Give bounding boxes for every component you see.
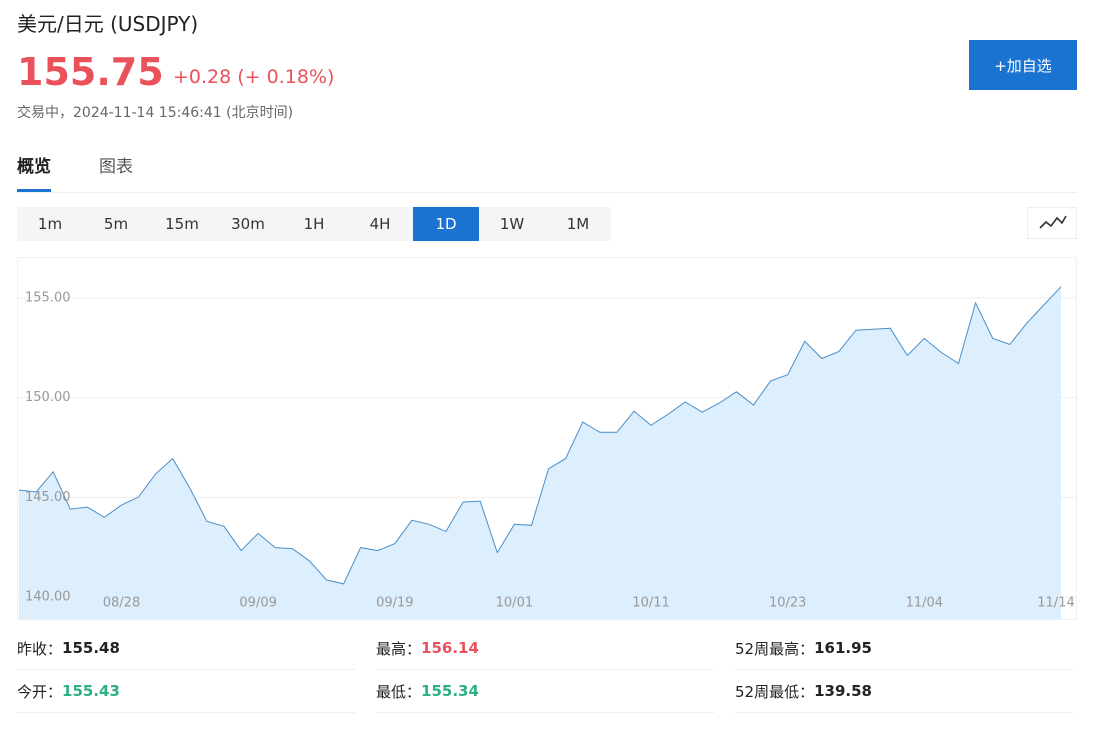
stat-value: 156.14 bbox=[421, 639, 479, 657]
timeframe-button[interactable]: 1W bbox=[499, 215, 525, 233]
stat-label: 52周最低： bbox=[735, 682, 815, 701]
stat-label: 最低： bbox=[376, 682, 422, 701]
stat-value: 155.43 bbox=[62, 682, 120, 700]
timeframe-button[interactable]: 30m bbox=[231, 215, 265, 233]
timeframe-button[interactable]: 1m bbox=[37, 215, 63, 233]
x-tick-label: 09/09 bbox=[239, 596, 276, 611]
x-tick-label: 10/11 bbox=[632, 596, 669, 611]
tab[interactable]: 图表 bbox=[99, 157, 133, 177]
status: 交易中，2024-11-14 15:46:41 (北京时间) bbox=[17, 105, 294, 121]
y-tick-label: 145.00 bbox=[25, 490, 71, 505]
stat-label: 52周最高： bbox=[735, 639, 815, 658]
stat-value: 161.95 bbox=[814, 639, 872, 657]
timeframe-button[interactable]: 5m bbox=[103, 215, 129, 233]
tabs: 概览 图表 bbox=[17, 152, 133, 192]
stat: 最高： 156.14 bbox=[376, 627, 714, 670]
title: 美元/日元 (USDJPY) bbox=[17, 12, 199, 36]
timeframe-bar: 1m 5m 15m 30m 1H 4H 1D 1W 1M bbox=[17, 207, 611, 241]
chart-type-button[interactable] bbox=[1027, 207, 1077, 239]
timeframe-button[interactable]: 4H bbox=[369, 215, 391, 233]
stat: 昨收： 155.48 bbox=[17, 627, 355, 670]
timeframe-button[interactable]: 1H bbox=[303, 215, 325, 233]
add-watchlist-button[interactable]: +加自选 bbox=[969, 40, 1077, 90]
stat-label: 最高： bbox=[376, 639, 422, 658]
x-tick-label: 11/14 bbox=[1037, 596, 1074, 611]
stat: 52周最高： 161.95 bbox=[735, 627, 1073, 670]
stat: 最低： 155.34 bbox=[376, 670, 714, 713]
line bbox=[18, 286, 1062, 585]
timeframe-button[interactable]: 1M bbox=[566, 215, 590, 233]
stat: 52周最低： 139.58 bbox=[735, 670, 1073, 713]
chart-type-icon bbox=[1039, 215, 1067, 229]
x-tick-label: 10/01 bbox=[496, 596, 533, 611]
stat: 今开： 155.43 bbox=[17, 670, 355, 713]
x-tick-label: 08/28 bbox=[103, 596, 140, 611]
x-tick-label: 11/04 bbox=[906, 596, 943, 611]
stat-value: 139.58 bbox=[814, 682, 872, 700]
stat-value: 155.48 bbox=[62, 639, 120, 657]
y-tick-label: 150.00 bbox=[25, 390, 71, 405]
price: 155.75 bbox=[17, 50, 164, 94]
chart: 140.00 145.00 150.00 155.00 08/28 09/09 09/19 1… bbox=[17, 257, 1077, 620]
y-tick-label: 140.00 bbox=[25, 590, 71, 605]
y-tick-label: 155.00 bbox=[25, 290, 71, 305]
stat-label: 昨收： bbox=[17, 639, 63, 658]
timeframe-button[interactable]: 1D bbox=[413, 207, 479, 241]
stat-label: 今开： bbox=[17, 682, 63, 701]
x-tick-label: 10/23 bbox=[769, 596, 806, 611]
area bbox=[19, 286, 1061, 619]
change: +0.28 (+ 0.18%) bbox=[173, 66, 335, 88]
x-tick-label: 09/19 bbox=[376, 596, 413, 611]
stat-value: 155.34 bbox=[421, 682, 479, 700]
tab[interactable]: 概览 bbox=[17, 152, 51, 192]
separator bbox=[17, 192, 1077, 193]
timeframe-button[interactable]: 15m bbox=[165, 215, 199, 233]
